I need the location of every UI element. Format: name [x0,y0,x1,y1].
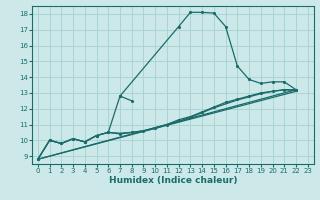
X-axis label: Humidex (Indice chaleur): Humidex (Indice chaleur) [108,176,237,185]
